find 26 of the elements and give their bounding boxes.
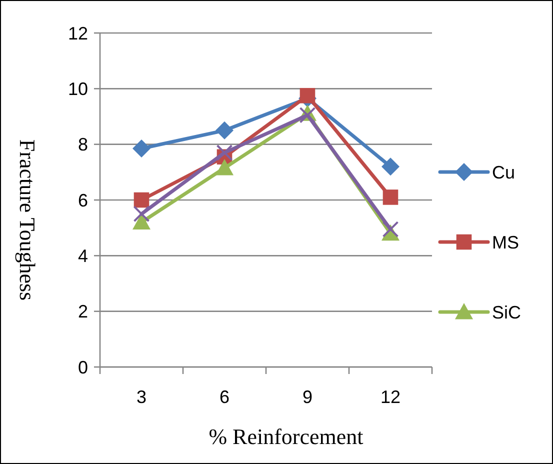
point <box>382 190 398 205</box>
point <box>132 140 150 158</box>
point <box>216 144 233 161</box>
x-tick-label: 9 <box>302 387 313 407</box>
legend-label: Cu <box>492 162 516 182</box>
point <box>382 158 400 176</box>
y-tick-label: 2 <box>78 302 88 322</box>
point <box>134 192 150 208</box>
x-tick-label: 6 <box>219 387 230 407</box>
x-axis-title: % Reinforcement <box>208 424 364 449</box>
y-tick-label: 4 <box>78 246 88 266</box>
y-tick-label: 0 <box>78 357 88 378</box>
point <box>216 158 234 176</box>
legend-label: SiC <box>492 302 522 322</box>
x-tick-label: 3 <box>136 387 147 407</box>
y-tick-label: 12 <box>68 23 88 44</box>
y-tick-label: 6 <box>78 190 88 210</box>
legend-label: MS <box>492 232 519 252</box>
y-axis-title: Fracture Toughess <box>15 139 40 301</box>
point <box>216 121 234 140</box>
point <box>382 221 399 238</box>
point <box>133 206 150 222</box>
y-tick-label: 10 <box>68 78 88 99</box>
point <box>300 88 316 104</box>
x-tick-label: 12 <box>380 387 401 407</box>
y-tick-label: 8 <box>78 134 88 155</box>
